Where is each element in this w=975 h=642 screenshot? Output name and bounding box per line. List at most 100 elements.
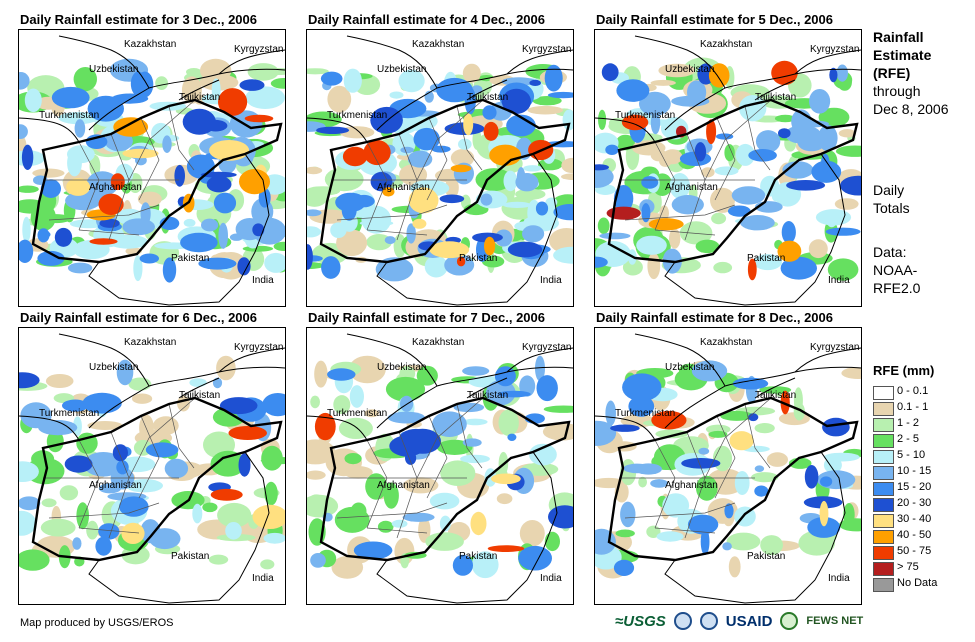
country-boundary — [794, 347, 861, 373]
rainfall-patch — [658, 63, 696, 78]
rainfall-patch — [601, 63, 619, 82]
country-label-india: India — [540, 275, 562, 286]
side-title: Rainfall Estimate (RFE) through Dec 8, 2… — [873, 28, 949, 118]
rainfall-patch — [74, 119, 86, 138]
rainfall-patch — [112, 444, 128, 462]
legend-swatch — [873, 402, 894, 416]
rainfall-patch — [720, 410, 754, 421]
usgs-logo: ≈USGS — [615, 612, 666, 630]
country-boundary — [19, 415, 80, 441]
country-label-kazakhstan: Kazakhstan — [124, 39, 177, 50]
rainfall-patch — [553, 246, 573, 264]
rainfall-patch — [385, 376, 426, 402]
rainfall-patch — [507, 241, 543, 258]
rainfall-patch — [766, 452, 788, 467]
rainfall-patch — [450, 164, 472, 173]
rainfall-patch — [487, 545, 525, 552]
rainfall-patch — [119, 496, 149, 517]
rainfall-patch — [456, 256, 466, 267]
country-label-kyrgyzstan: Kyrgyzstan — [810, 44, 860, 55]
rainfall-patch — [463, 113, 474, 136]
country-boundary — [754, 377, 796, 399]
country-label-afghanistan: Afghanistan — [89, 182, 142, 193]
rainfall-patch — [137, 191, 162, 207]
rainfall-patch — [727, 205, 751, 217]
rainfall-patch — [748, 413, 759, 422]
rainfall-patch — [605, 144, 619, 155]
rainfall-patch — [647, 252, 661, 280]
rainfall-patch — [754, 465, 765, 472]
rainfall-patch — [42, 214, 71, 224]
rainfall-patch — [503, 170, 518, 192]
rainfall-patch — [553, 204, 573, 221]
rainfall-patch — [634, 463, 662, 475]
rainfall-patch — [383, 482, 399, 509]
rainfall-map: Kazakhstan Kyrgyzstan Uzbekistan Tajikistan… — [306, 327, 574, 605]
country-boundary — [376, 68, 573, 131]
legend-label: 20 - 30 — [897, 497, 932, 509]
rainfall-patch — [122, 218, 155, 236]
province-boundary — [128, 397, 196, 479]
rainfall-patch — [40, 179, 61, 199]
country-label-tajikistan: Tajikistan — [467, 92, 509, 103]
legend-label: 5 - 10 — [897, 449, 926, 461]
rainfall-patch — [238, 453, 251, 477]
rainfall-patch — [681, 458, 721, 469]
rainfall-patch — [208, 554, 229, 565]
rainfall-patch — [162, 257, 177, 283]
rainfall-patch — [349, 385, 364, 408]
province-boundary — [744, 105, 771, 171]
rainfall-patch — [136, 71, 154, 98]
noaa-logo-icon — [673, 612, 692, 630]
province-boundary — [168, 403, 195, 469]
country-label-tajikistan: Tajikistan — [755, 390, 797, 401]
rainfall-patch — [407, 150, 433, 168]
rainfall-patch — [759, 386, 792, 394]
country-label-afghanistan: Afghanistan — [377, 182, 430, 193]
rainfall-patch — [771, 60, 798, 85]
rainfall-patch — [192, 503, 203, 524]
province-boundary — [426, 117, 448, 201]
rainfall-patch — [316, 126, 350, 134]
rainfall-patch — [463, 418, 488, 426]
province-boundary — [624, 502, 736, 519]
country-boundary — [466, 377, 508, 399]
rainfall-patch — [116, 460, 129, 475]
rainfall-patch — [518, 545, 552, 571]
rainfall-patch — [748, 149, 777, 162]
rainfall-patch — [242, 245, 274, 252]
legend-title: RFE (mm) — [873, 363, 935, 378]
side-title-line3: (RFE) — [873, 65, 911, 81]
rainfall-patch — [722, 542, 732, 551]
rainfall-patch — [218, 88, 248, 116]
rainfall-patch — [41, 498, 57, 508]
country-boundary — [58, 35, 150, 89]
country-label-pakistan: Pakistan — [459, 551, 498, 562]
rainfall-patch — [807, 516, 841, 538]
rainfall-patch — [162, 135, 172, 153]
panel-title-2: Daily Rainfall estimate for 4 Dec., 2006 — [308, 12, 545, 27]
rainfall-patch — [121, 522, 145, 544]
rainfall-patch — [22, 216, 31, 243]
province-boundary — [416, 99, 484, 181]
rainfall-patch — [483, 121, 499, 141]
rainfall-patch — [252, 504, 285, 529]
rainfall-patch — [198, 257, 237, 270]
rainfall-patch — [262, 393, 285, 417]
rainfall-map: Kazakhstan Kyrgyzstan Uzbekistan Tajikistan… — [306, 29, 574, 307]
rainfall-patch — [58, 112, 99, 125]
usaid-logo: USAID — [725, 612, 773, 630]
country-label-kyrgyzstan: Kyrgyzstan — [522, 342, 572, 353]
rainfall-patch — [19, 372, 40, 389]
rainfall-patch — [481, 255, 505, 268]
rainfall-patch — [140, 202, 151, 226]
province-boundary — [714, 415, 736, 499]
rainfall-patch — [37, 228, 50, 243]
rainfall-patch — [333, 395, 351, 415]
map-canvas — [307, 35, 573, 306]
rainfall-patch — [698, 447, 710, 455]
rainfall-patch — [701, 167, 715, 178]
country-boundary — [634, 333, 726, 387]
rainfall-patch — [310, 395, 320, 409]
rainfall-patch — [735, 143, 755, 166]
